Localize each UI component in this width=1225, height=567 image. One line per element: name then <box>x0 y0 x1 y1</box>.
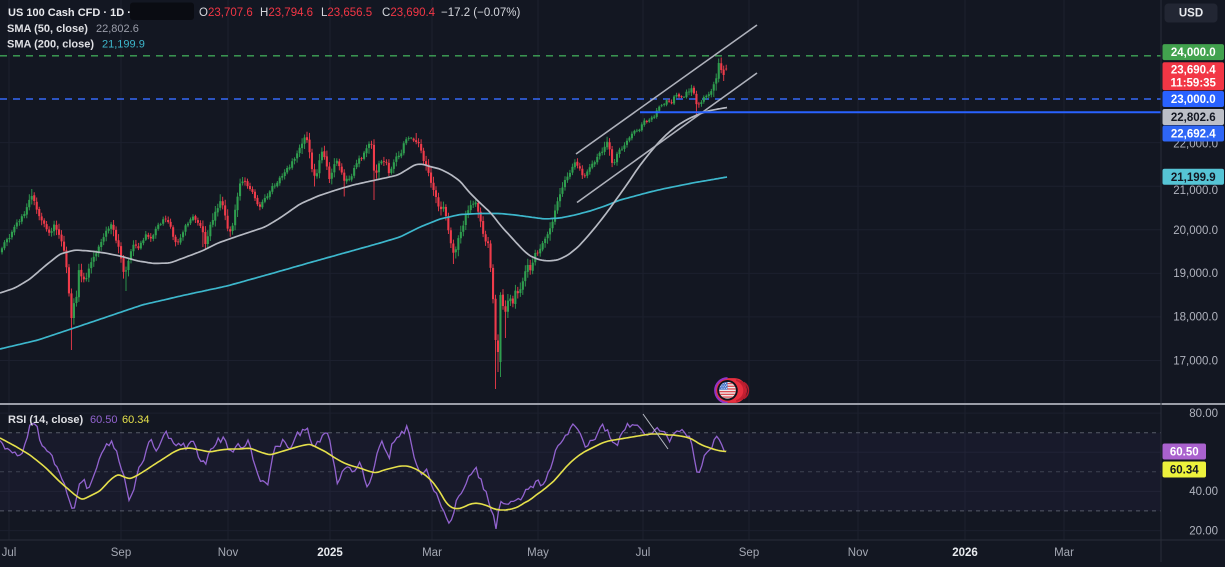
svg-text:18,000.0: 18,000.0 <box>1173 312 1218 324</box>
svg-text:21,000.0: 21,000.0 <box>1173 185 1218 197</box>
svg-text:−17.2 (−0.07%): −17.2 (−0.07%) <box>441 7 520 19</box>
svg-text:C23,690.4: C23,690.4 <box>382 7 436 19</box>
svg-text:19,000.0: 19,000.0 <box>1173 268 1218 280</box>
svg-text:22,692.4: 22,692.4 <box>1171 129 1216 141</box>
svg-text:24,000.0: 24,000.0 <box>1171 47 1216 59</box>
svg-text:USD: USD <box>1179 8 1203 20</box>
svg-text:60.34: 60.34 <box>122 414 150 426</box>
svg-text:SMA (200, close): SMA (200, close) <box>7 39 94 51</box>
svg-text:L23,656.5: L23,656.5 <box>321 7 372 19</box>
svg-text:40.00: 40.00 <box>1189 486 1218 498</box>
svg-text:21,199.9: 21,199.9 <box>1171 172 1216 184</box>
svg-text:22,802.6: 22,802.6 <box>1171 112 1216 124</box>
svg-text:SMA (50, close): SMA (50, close) <box>7 23 88 35</box>
svg-text:Sep: Sep <box>739 547 759 559</box>
svg-text:O23,707.6: O23,707.6 <box>199 7 253 19</box>
svg-text:US 100 Cash CFD · 1D ·: US 100 Cash CFD · 1D · <box>8 7 131 19</box>
svg-text:Jul: Jul <box>2 547 17 559</box>
svg-text:H23,794.6: H23,794.6 <box>260 7 313 19</box>
svg-text:23,000.0: 23,000.0 <box>1171 94 1216 106</box>
svg-text:23,690.4: 23,690.4 <box>1171 65 1216 77</box>
svg-text:17,000.0: 17,000.0 <box>1173 355 1218 367</box>
svg-text:RSI (14, close): RSI (14, close) <box>8 414 84 426</box>
svg-text:20.00: 20.00 <box>1189 525 1218 537</box>
svg-text:60.34: 60.34 <box>1170 465 1199 477</box>
svg-text:60.50: 60.50 <box>90 414 118 426</box>
svg-text:60.50: 60.50 <box>1170 447 1199 459</box>
svg-text:Sep: Sep <box>111 547 131 559</box>
svg-text:Nov: Nov <box>848 547 869 559</box>
svg-text:Nov: Nov <box>218 547 239 559</box>
svg-text:11:59:35: 11:59:35 <box>1171 78 1217 90</box>
svg-text:20,000.0: 20,000.0 <box>1173 225 1218 237</box>
svg-text:80.00: 80.00 <box>1189 408 1218 420</box>
svg-text:Mar: Mar <box>422 547 442 559</box>
svg-text:Jul: Jul <box>636 547 651 559</box>
svg-text:22,802.6: 22,802.6 <box>96 23 139 35</box>
svg-text:May: May <box>527 547 549 559</box>
svg-text:2025: 2025 <box>317 547 343 559</box>
svg-text:Mar: Mar <box>1054 547 1074 559</box>
svg-text:2026: 2026 <box>952 547 978 559</box>
svg-text:21,199.9: 21,199.9 <box>102 39 145 51</box>
